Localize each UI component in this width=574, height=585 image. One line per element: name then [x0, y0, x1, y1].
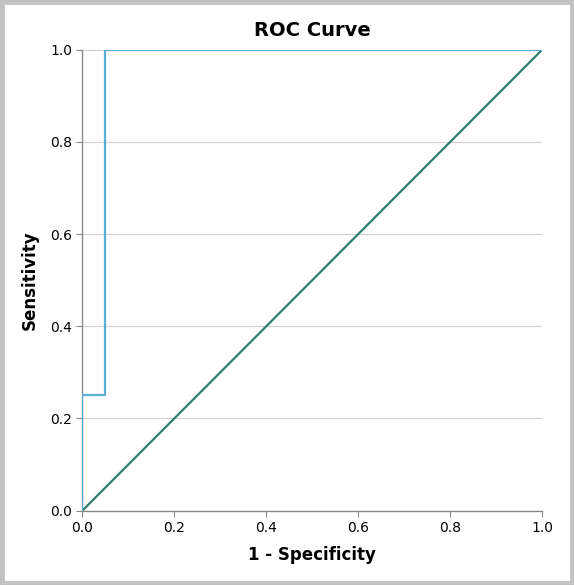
Y-axis label: Sensitivity: Sensitivity	[21, 230, 39, 330]
X-axis label: 1 - Specificity: 1 - Specificity	[249, 546, 376, 564]
Title: ROC Curve: ROC Curve	[254, 21, 371, 40]
